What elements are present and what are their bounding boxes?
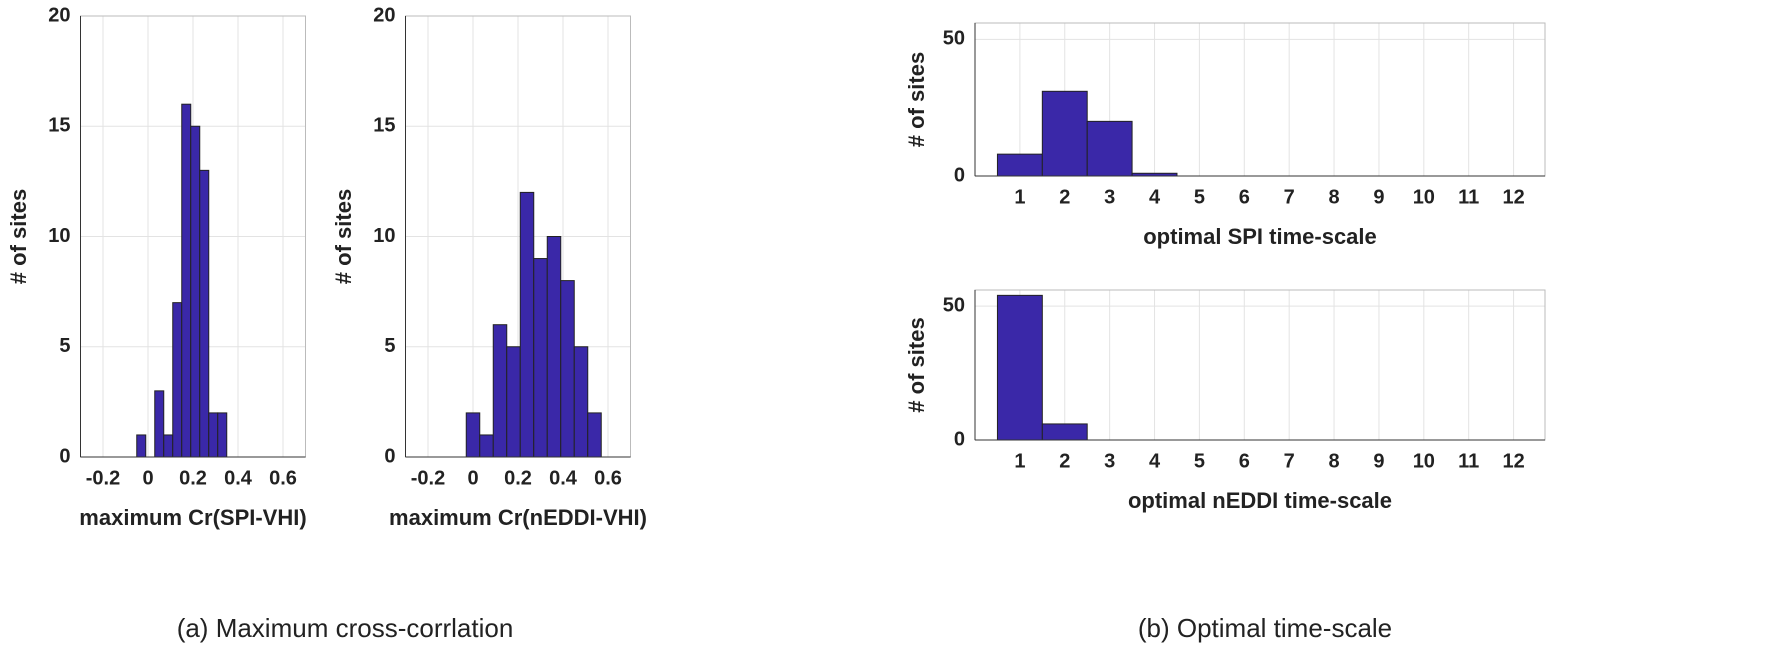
bar (172, 302, 183, 458)
x-tick-label: 2 (1059, 450, 1070, 472)
x-tick-label: 6 (1239, 186, 1250, 208)
x-tick-label: 12 (1502, 450, 1524, 472)
bar (217, 412, 228, 458)
x-tick-label: -0.2 (411, 467, 445, 489)
x-tick-label: 8 (1328, 450, 1339, 472)
x-tick-label: 0.2 (179, 467, 207, 489)
bar (519, 191, 535, 458)
x-tick-label: 0.4 (224, 467, 253, 489)
y-tick-label: 20 (373, 4, 395, 26)
bar (506, 346, 521, 458)
x-axis-label: maximum Cr(SPI-VHI) (79, 505, 306, 530)
y-axis-label: # of sites (904, 52, 929, 147)
x-tick-label: 3 (1104, 450, 1115, 472)
bar (1086, 120, 1133, 177)
y-tick-label: 50 (943, 294, 965, 316)
y-tick-label: 15 (373, 115, 395, 137)
bar (1041, 423, 1088, 441)
y-tick-label: 5 (59, 335, 70, 357)
y-tick-label: 10 (48, 225, 70, 247)
x-tick-label: 4 (1149, 450, 1161, 472)
bar (465, 412, 481, 458)
x-tick-label: 7 (1284, 186, 1295, 208)
bar (479, 434, 494, 458)
x-tick-label: 0.6 (269, 467, 297, 489)
x-tick-label: 2 (1059, 186, 1070, 208)
bar (492, 324, 508, 458)
x-tick-label: 3 (1104, 186, 1115, 208)
bar (560, 280, 575, 458)
y-tick-label: 15 (48, 115, 70, 137)
x-tick-label: 0.2 (504, 467, 532, 489)
y-axis-label: # of sites (904, 317, 929, 412)
y-tick-label: 0 (59, 445, 70, 467)
bar (996, 294, 1043, 441)
y-tick-label: 10 (373, 225, 395, 247)
bar (163, 434, 174, 458)
bar (136, 434, 147, 458)
x-tick-label: 1 (1014, 186, 1025, 208)
axes-frame (974, 289, 1546, 441)
x-axis-label: maximum Cr(nEDDI-VHI) (389, 505, 647, 530)
bar (154, 390, 165, 458)
caption: (b) Optimal time-scale (1138, 613, 1392, 643)
x-tick-label: 10 (1413, 450, 1435, 472)
x-tick-label: 0.4 (549, 467, 578, 489)
y-tick-label: 20 (48, 4, 70, 26)
y-tick-label: 5 (384, 335, 395, 357)
x-tick-label: 11 (1458, 450, 1479, 472)
bar (587, 412, 602, 458)
x-tick-label: 1 (1014, 450, 1025, 472)
x-axis-label: optimal SPI time-scale (1143, 224, 1377, 249)
x-tick-label: 4 (1149, 186, 1161, 208)
x-tick-label: 8 (1328, 186, 1339, 208)
bar (573, 346, 589, 458)
bar (190, 125, 201, 458)
bar (181, 103, 192, 458)
y-tick-label: 0 (384, 445, 395, 467)
bar (996, 153, 1043, 177)
y-axis-label: # of sites (6, 189, 31, 284)
bar (208, 412, 219, 458)
x-tick-label: 5 (1194, 186, 1205, 208)
x-tick-label: 0 (467, 467, 478, 489)
bar (533, 258, 548, 458)
x-tick-label: -0.2 (86, 467, 120, 489)
y-axis-label: # of sites (331, 189, 356, 284)
x-tick-label: 9 (1373, 186, 1384, 208)
x-tick-label: 5 (1194, 450, 1205, 472)
y-tick-label: 0 (954, 428, 965, 450)
x-tick-label: 9 (1373, 450, 1384, 472)
y-tick-label: 0 (954, 164, 965, 186)
x-tick-label: 0 (142, 467, 153, 489)
bar (1041, 90, 1088, 177)
x-tick-label: 7 (1284, 450, 1295, 472)
x-tick-label: 11 (1458, 186, 1479, 208)
x-tick-label: 0.6 (594, 467, 622, 489)
bar (199, 169, 210, 458)
x-axis-label: optimal nEDDI time-scale (1128, 488, 1392, 513)
x-tick-label: 10 (1413, 186, 1435, 208)
caption: (a) Maximum cross-corrlation (177, 613, 514, 643)
y-tick-label: 50 (943, 28, 965, 50)
x-tick-label: 6 (1239, 450, 1250, 472)
x-tick-label: 12 (1502, 186, 1524, 208)
bar (546, 236, 562, 458)
